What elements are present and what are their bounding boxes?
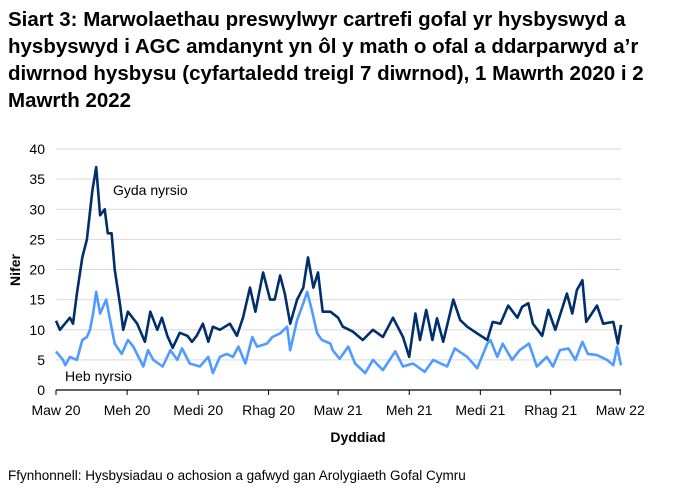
- x-tick-label: Meh 20: [104, 402, 151, 418]
- series-label-heb-nyrsio: Heb nyrsio: [65, 368, 132, 384]
- y-tick-label: 20: [29, 262, 45, 278]
- series-label-gyda-nyrsio: Gyda nyrsio: [113, 182, 188, 198]
- y-tick-label: 25: [29, 231, 45, 247]
- y-tick-label: 40: [29, 141, 45, 157]
- y-tick-label: 15: [29, 292, 45, 308]
- y-tick-label: 0: [37, 382, 45, 398]
- y-tick-label: 10: [29, 322, 45, 338]
- chart-title: Siart 3: Marwolaethau preswylwyr cartref…: [8, 8, 644, 112]
- gridlines: [56, 148, 621, 361]
- x-tick-label: Maw 21: [314, 402, 363, 418]
- x-tick-label: Rhag 21: [524, 402, 577, 418]
- x-tick-label: Medi 20: [173, 402, 223, 418]
- x-tick-label: Meh 21: [386, 402, 433, 418]
- series-line-gyda-nyrsio: [54, 165, 623, 359]
- source-note: Ffynhonnell: Hysbysiadau o achosion a ga…: [8, 468, 466, 483]
- x-tick-label: Medi 21: [455, 402, 505, 418]
- y-tick-label: 5: [37, 352, 45, 368]
- x-axis-label: Dyddiad: [330, 429, 385, 445]
- x-axis: Maw 20 Meh 20 Medi 20 Rhag 20 Maw 21 Meh 21 Me…: [31, 389, 645, 418]
- y-tick-label: 35: [29, 171, 45, 187]
- y-tick-label: 30: [29, 201, 45, 217]
- series-line-heb-nyrsio: [54, 290, 623, 375]
- x-tick-label: Maw 22: [596, 402, 645, 418]
- y-axis-label: Nifer: [7, 254, 23, 286]
- y-axis-ticks: 0 5 10 15 20 25 30 35 40: [29, 141, 45, 398]
- x-tick-label: Rhag 20: [242, 402, 295, 418]
- series-lines: [54, 165, 623, 375]
- x-tick-label: Maw 20: [31, 402, 80, 418]
